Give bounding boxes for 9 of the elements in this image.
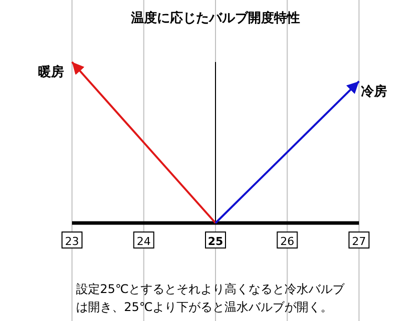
chart-title: 温度に応じたバルブ開度特性 xyxy=(130,10,300,26)
x-tick-label: 26 xyxy=(280,235,294,248)
x-tick-label: 27 xyxy=(352,235,366,248)
x-tick-label: 23 xyxy=(65,235,79,248)
text: 設定25℃とするとそれより高くなると冷水バルブは開き、25℃より下がると温水バルブが開く。 xyxy=(76,282,346,314)
x-tick-label: 25 xyxy=(208,235,224,248)
annotation: 暖房 xyxy=(38,64,64,80)
x-tick-label: 24 xyxy=(136,235,151,248)
annotation: 冷房 xyxy=(361,83,387,100)
